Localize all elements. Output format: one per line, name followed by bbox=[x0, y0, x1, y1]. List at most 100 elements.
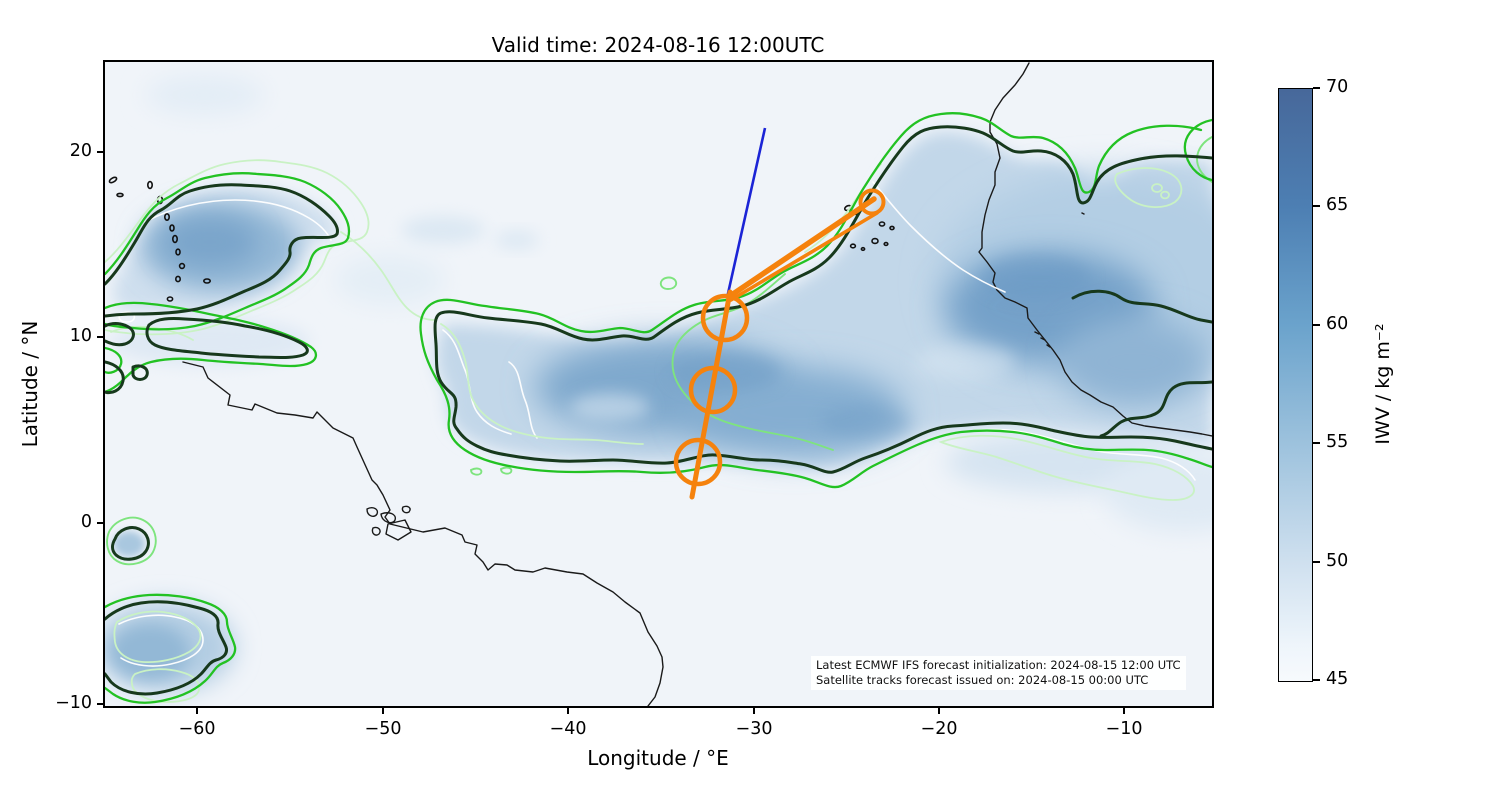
y-tick-label: 20 bbox=[69, 141, 92, 161]
x-tick-mark bbox=[382, 706, 384, 714]
iwv-contour-segment bbox=[105, 322, 135, 347]
island-chains bbox=[108, 176, 895, 302]
x-axis-label: Longitude / °E bbox=[587, 746, 729, 770]
plume-mottle bbox=[980, 255, 1090, 299]
x-tick-label: −60 bbox=[178, 719, 216, 739]
southwest-blob-core bbox=[110, 624, 190, 680]
satellite-track-orange bbox=[689, 289, 733, 500]
y-tick-label: −10 bbox=[55, 693, 92, 713]
colorbar-tick-mark bbox=[1313, 442, 1320, 444]
iwv-contour-ring bbox=[1160, 190, 1170, 200]
y-tick-mark bbox=[97, 522, 105, 524]
iwv-contour-segment bbox=[952, 428, 1196, 481]
annotation-line-2: Satellite tracks forecast issued on: 202… bbox=[816, 673, 1149, 687]
iwv-contour-segment bbox=[671, 273, 834, 451]
iwv-contour-segment bbox=[131, 364, 149, 381]
plume-mottle bbox=[915, 344, 1015, 380]
y-axis-label: Latitude / °N bbox=[18, 320, 42, 448]
x-tick-mark bbox=[938, 706, 940, 714]
bijagos-islands bbox=[1034, 212, 1085, 348]
track-waypoint-circle bbox=[700, 293, 750, 343]
y-tick-label: 0 bbox=[80, 512, 92, 532]
iwv-shading bbox=[105, 75, 1212, 692]
x-tick-mark bbox=[567, 706, 569, 714]
colorbar-label: IWV / kg m⁻² bbox=[1372, 323, 1394, 445]
plume-mottle bbox=[820, 406, 910, 438]
track-waypoint-circle bbox=[673, 437, 723, 487]
x-tick-label: −40 bbox=[549, 719, 587, 739]
iwv-contour-segment bbox=[659, 276, 678, 290]
colorbar bbox=[1278, 88, 1313, 682]
iwv-contour-segment bbox=[1114, 167, 1183, 208]
iwv-contour-segment bbox=[508, 361, 538, 439]
satellite-track-blue bbox=[725, 127, 767, 299]
plume-mottle bbox=[570, 393, 650, 421]
faint-moisture-patch bbox=[1105, 452, 1212, 532]
iwv-contour-segment bbox=[938, 434, 1195, 501]
colorbar-tick-label: 50 bbox=[1326, 551, 1349, 571]
satellite-tracks bbox=[673, 127, 886, 500]
x-tick-label: −50 bbox=[364, 719, 402, 739]
iwv-contour-segment bbox=[106, 516, 157, 566]
iwv-contour-segment bbox=[105, 159, 370, 336]
colorbar-tick-mark bbox=[1313, 324, 1320, 326]
amazon-delta-islands bbox=[366, 505, 412, 541]
southwest-blob-fill bbox=[113, 531, 145, 557]
annotation-line-1: Latest ECMWF IFS forecast initialization… bbox=[816, 658, 1181, 672]
faint-moisture-patch bbox=[335, 255, 445, 305]
iwv-contour-segment bbox=[340, 231, 436, 321]
x-tick-label: −30 bbox=[735, 719, 773, 739]
figure-title: Valid time: 2024-08-16 12:00UTC bbox=[491, 33, 825, 57]
y-tick-mark bbox=[97, 703, 105, 705]
iwv-contour-ring bbox=[1151, 183, 1163, 193]
x-tick-label: −20 bbox=[920, 719, 958, 739]
colorbar-tick-mark bbox=[1313, 679, 1320, 681]
iwv-contour-segment bbox=[1099, 380, 1212, 438]
iwv-contour-segment bbox=[440, 323, 644, 445]
iwv-contours-latest bbox=[105, 125, 1212, 696]
colorbar-tick-label: 70 bbox=[1326, 77, 1349, 97]
iwv-contour-segment bbox=[872, 181, 1006, 293]
iwv-map bbox=[105, 62, 1212, 706]
iwv-contour-segment bbox=[118, 311, 136, 323]
map-axes: Latest ECMWF IFS forecast initialization… bbox=[103, 60, 1214, 708]
y-tick-label: 10 bbox=[69, 326, 92, 346]
iwv-contour-segment bbox=[113, 610, 202, 664]
forecast-info-annotation: Latest ECMWF IFS forecast initialization… bbox=[811, 656, 1186, 690]
iwv-contour-main-plume bbox=[433, 125, 1212, 474]
iwv-contour-segment bbox=[118, 614, 204, 667]
colorbar-tick-label: 65 bbox=[1326, 195, 1349, 215]
iwv-contours-pale-green bbox=[105, 159, 1195, 703]
south-america-coastline bbox=[182, 361, 664, 706]
colorbar-tick-label: 45 bbox=[1326, 669, 1349, 689]
iwv-contour-segment bbox=[105, 600, 228, 696]
iwv-contour-segment bbox=[130, 668, 201, 703]
iwv-contour-segment bbox=[105, 360, 125, 395]
y-tick-mark bbox=[97, 151, 105, 153]
colorbar-tick-mark bbox=[1313, 561, 1320, 563]
track-waypoint-circle bbox=[688, 365, 738, 415]
faint-moisture-patch bbox=[145, 75, 265, 115]
x-tick-mark bbox=[1123, 706, 1125, 714]
track-endpoint-circle bbox=[858, 188, 886, 216]
iwv-contour-caribbean bbox=[105, 183, 339, 318]
satellite-track-orange-branch-2 bbox=[729, 211, 879, 302]
iwv-contour-segment bbox=[105, 346, 123, 374]
iwv-contour-segment bbox=[145, 317, 309, 359]
iwv-contour-segment bbox=[144, 199, 332, 241]
x-tick-mark bbox=[753, 706, 755, 714]
caribbean-plume-core bbox=[162, 216, 258, 268]
x-tick-label: −10 bbox=[1105, 719, 1143, 739]
iwv-contour-segment bbox=[1071, 289, 1212, 324]
faint-moisture-patch bbox=[401, 216, 485, 244]
colorbar-tick-label: 60 bbox=[1326, 314, 1349, 334]
iwv-contour-segment bbox=[419, 112, 1212, 489]
iwv-contour-segment bbox=[105, 593, 237, 704]
iwv-contour-segment bbox=[470, 466, 513, 476]
iwv-contour-segment bbox=[111, 526, 150, 561]
faint-moisture-patch bbox=[495, 231, 539, 249]
main-plume-core bbox=[1060, 317, 1210, 407]
colorbar-tick-label: 55 bbox=[1326, 432, 1349, 452]
x-tick-mark bbox=[196, 706, 198, 714]
